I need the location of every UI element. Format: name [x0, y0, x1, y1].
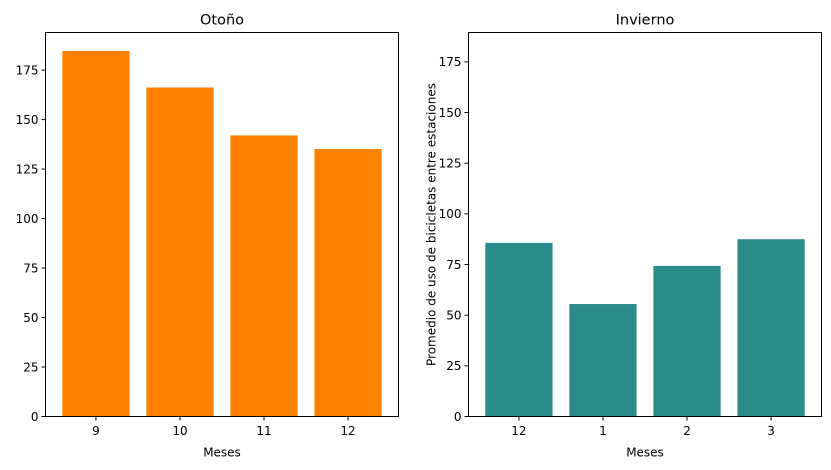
y-tick-label: 100: [16, 212, 39, 226]
x-tick-label: 1: [599, 424, 607, 438]
y-tick-label: 125: [16, 162, 39, 176]
chart-title-otono: Otoño: [200, 13, 244, 29]
x-tick-label: 2: [683, 424, 691, 438]
x-tick-label: 9: [92, 424, 100, 438]
bar-otono-10: [146, 87, 214, 417]
axes-frame-invierno: [468, 32, 822, 417]
bar-otono-9: [62, 50, 130, 417]
y-tick-label: 0: [454, 410, 462, 424]
x-axis-invierno: 12 1 2 3: [511, 416, 775, 438]
bars-otono: [62, 50, 382, 417]
y-tick-label: 50: [23, 311, 38, 325]
y-tick-label: 75: [23, 261, 38, 275]
chart-otono: 0 25 50 75 100 125 150 175 9 10 11 12 Otoño Meses: [16, 13, 399, 460]
bar-invierno-12: [485, 242, 553, 417]
x-tick-label: 11: [256, 424, 271, 438]
x-tick-label: 3: [767, 424, 775, 438]
chart-title-invierno: Invierno: [616, 13, 675, 29]
x-axis-label-invierno: Meses: [626, 446, 664, 460]
y-tick-label: 175: [16, 63, 39, 77]
y-tick-label: 50: [446, 308, 461, 322]
y-tick-label: 100: [439, 207, 462, 221]
bar-otono-11: [230, 135, 298, 417]
bar-otono-12: [314, 149, 382, 417]
y-tick-label: 125: [439, 157, 462, 171]
y-axis-invierno: 0 25 50 75 100 125 150 175: [439, 55, 469, 424]
x-axis-label-otono: Meses: [203, 446, 241, 460]
y-axis-label-invierno: Promedio de uso de bicicletas entre esta…: [425, 83, 439, 366]
y-tick-label: 175: [439, 55, 462, 69]
y-tick-label: 75: [446, 258, 461, 272]
y-tick-label: 25: [23, 360, 38, 374]
y-tick-label: 150: [439, 106, 462, 120]
x-tick-label: 10: [172, 424, 187, 438]
bars-invierno: [485, 239, 805, 417]
y-tick-label: 150: [16, 113, 39, 127]
y-axis-otono: 0 25 50 75 100 125 150 175: [16, 63, 46, 424]
y-tick-label: 0: [31, 410, 39, 424]
x-tick-label: 12: [511, 424, 526, 438]
bar-invierno-3: [737, 239, 805, 417]
bar-invierno-1: [569, 304, 637, 417]
y-tick-label: 25: [446, 359, 461, 373]
bar-invierno-2: [653, 265, 721, 417]
x-axis-otono: 9 10 11 12: [92, 416, 356, 438]
axes-frame-otono: [45, 32, 399, 417]
x-tick-label: 12: [340, 424, 355, 438]
